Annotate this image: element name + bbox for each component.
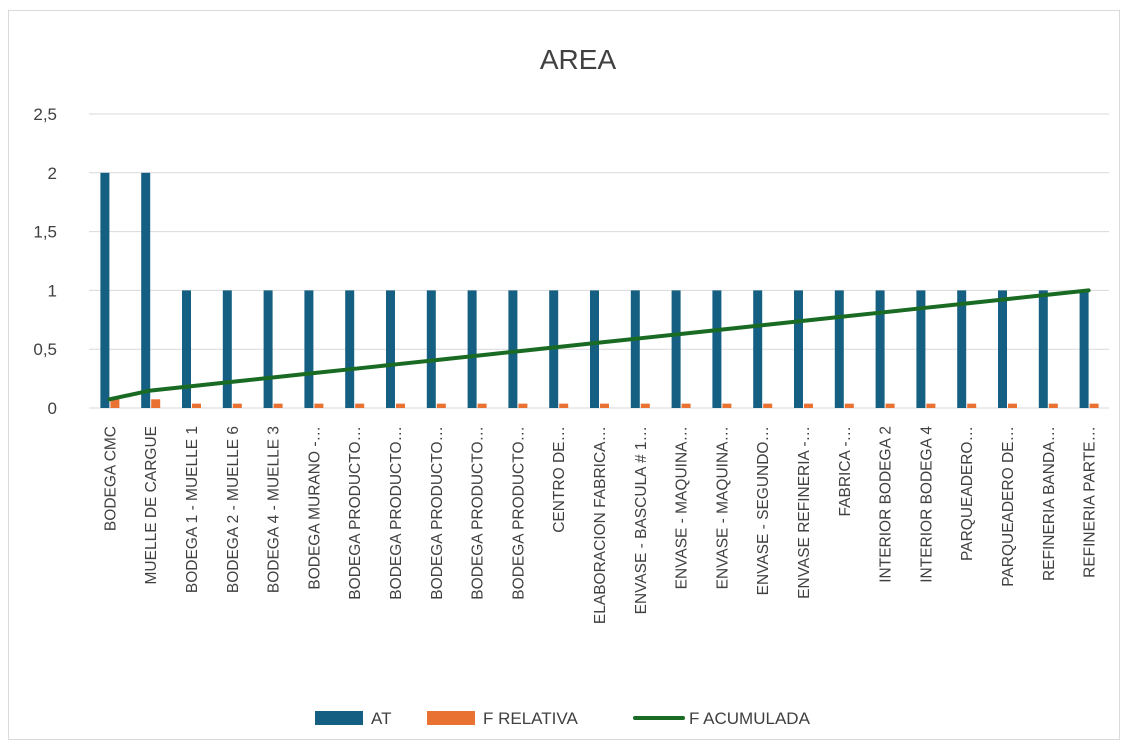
bar-f-relativa [885,403,895,408]
bar-f-relativa [151,399,161,408]
bar-at [753,290,763,408]
bar-at [834,290,844,408]
bar-at [671,290,681,408]
bar-at [141,172,151,408]
legend-swatch-f-relativa [427,711,475,725]
x-category-label: PARQUEADERO… [959,426,976,561]
y-axis-ticks: 0 0,5 1 1,5 2 2,5 [33,105,57,418]
x-category-label: BODEGA PRODUCTO… [429,426,446,600]
line-f-acumulada [107,288,1091,402]
x-category-label: ENVASE - SEGUNDO… [755,426,772,595]
x-category-label: FABRICA -… [837,426,854,516]
legend-swatch-at [315,711,363,725]
x-category-label: BODEGA CMC [102,426,119,531]
x-category-label: INTERIOR BODEGA 4 [918,426,935,583]
x-category-label: BODEGA MURANO -… [306,426,323,590]
bar-at [467,290,477,408]
bar-at [426,290,436,408]
x-category-label: BODEGA PRODUCTO… [347,426,364,600]
bar-f-relativa [804,403,813,408]
y-tick-label: 1,5 [33,223,57,242]
chart-svg: AREA 0 0,5 1 1,5 2 2,5 BODEGA CMC MUELLE DE CA… [33,44,1109,728]
bar-at [1038,290,1048,408]
bar-f-relativa [1008,403,1017,408]
x-category-label: PARQUEADERO DE… [1000,426,1017,587]
bar-at [794,290,803,408]
bar-f-relativa [967,403,977,408]
bar-at [916,290,926,408]
bar-at [875,290,885,408]
bar-f-relativa [232,403,242,408]
legend-label-f-acumulada: F ACUMULADA [689,709,811,728]
x-category-label: ENVASE REFINERIA -… [796,426,813,599]
bar-f-relativa [436,403,446,408]
bar-f-relativa [314,403,324,408]
bar-f-relativa [640,403,650,408]
bar-f-relativa [1089,403,1099,408]
bar-f-relativa [681,403,691,408]
x-category-label: ENVASE - MAQUINA… [714,426,731,589]
legend-label-at: AT [371,709,391,728]
bar-f-relativa [110,399,120,408]
bar-at [957,290,967,408]
x-category-label: CENTRO DE… [551,426,568,533]
bar-f-relativa [1048,403,1058,408]
bar-at [182,290,191,408]
y-tick-label: 2 [48,164,57,183]
y-tick-label: 0 [48,399,57,418]
bar-f-relativa [926,403,936,408]
x-category-label: BODEGA PRODUCTO… [510,426,527,600]
x-category-label: REFINERIA PARTE… [1082,426,1099,578]
bar-f-relativa [355,403,365,408]
bar-at [222,290,232,408]
bar-f-relativa [763,403,773,408]
x-category-label: BODEGA 4 - MUELLE 3 [266,426,283,593]
x-category-label: ENVASE - BASCULA # 1… [633,426,650,614]
bar-f-relativa [518,403,528,408]
x-category-label: REFINERIA BANDA… [1041,426,1058,581]
bar-f-relativa [396,403,405,408]
bar-at [345,290,355,408]
bar-at [304,290,314,408]
legend-label-f-relativa: F RELATIVA [483,709,578,728]
bar-f-relativa [844,403,854,408]
y-tick-label: 1 [48,281,57,300]
x-category-label: BODEGA PRODUCTO… [388,426,405,600]
x-category-label: MUELLE DE CARGUE [143,426,160,584]
bar-f-relativa [477,403,487,408]
x-category-label: ELABORACION FABRICA… [592,426,609,624]
bar-at [630,290,640,408]
bar-f-relativa [273,403,283,408]
bar-f-relativa [559,403,569,408]
x-category-label: BODEGA PRODUCTO… [470,426,487,600]
bar-at [386,290,395,408]
cumulative-line [107,288,1091,402]
bar-at [590,290,599,408]
x-category-label: BODEGA 1 - MUELLE 1 [184,426,201,593]
legend: AT F RELATIVA F ACUMULADA [315,709,811,728]
x-category-label: BODEGA 2 - MUELLE 6 [225,426,242,593]
bar-at [263,290,273,408]
y-tick-label: 0,5 [33,340,57,359]
chart-title: AREA [540,44,617,75]
bar-f-relativa [722,403,732,408]
x-axis-labels: BODEGA CMC MUELLE DE CARGUE BODEGA 1 - MUE… [102,426,1098,624]
y-tick-label: 2,5 [33,105,57,124]
bar-at [998,290,1007,408]
bar-at [508,290,518,408]
chart-frame: AREA 0 0,5 1 1,5 2 2,5 BODEGA CMC MUELLE DE CA… [8,10,1120,740]
bar-f-relativa [600,403,609,408]
x-category-label: INTERIOR BODEGA 2 [878,426,895,583]
bar-f-relativa [192,403,201,408]
x-category-label: ENVASE - MAQUINA… [674,426,691,589]
bar-at [1079,290,1089,408]
bar-at [100,172,110,408]
bar-at [712,290,722,408]
